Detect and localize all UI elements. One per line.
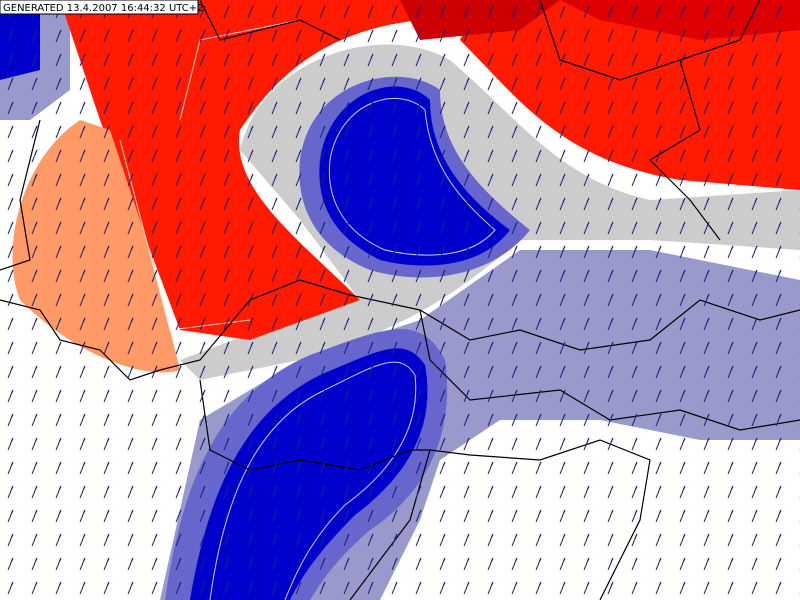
- stamp-box: [0, 0, 199, 15]
- generated-stamp: GENERATED 13.4.2007 16:44:32 UTC+2: [3, 3, 204, 14]
